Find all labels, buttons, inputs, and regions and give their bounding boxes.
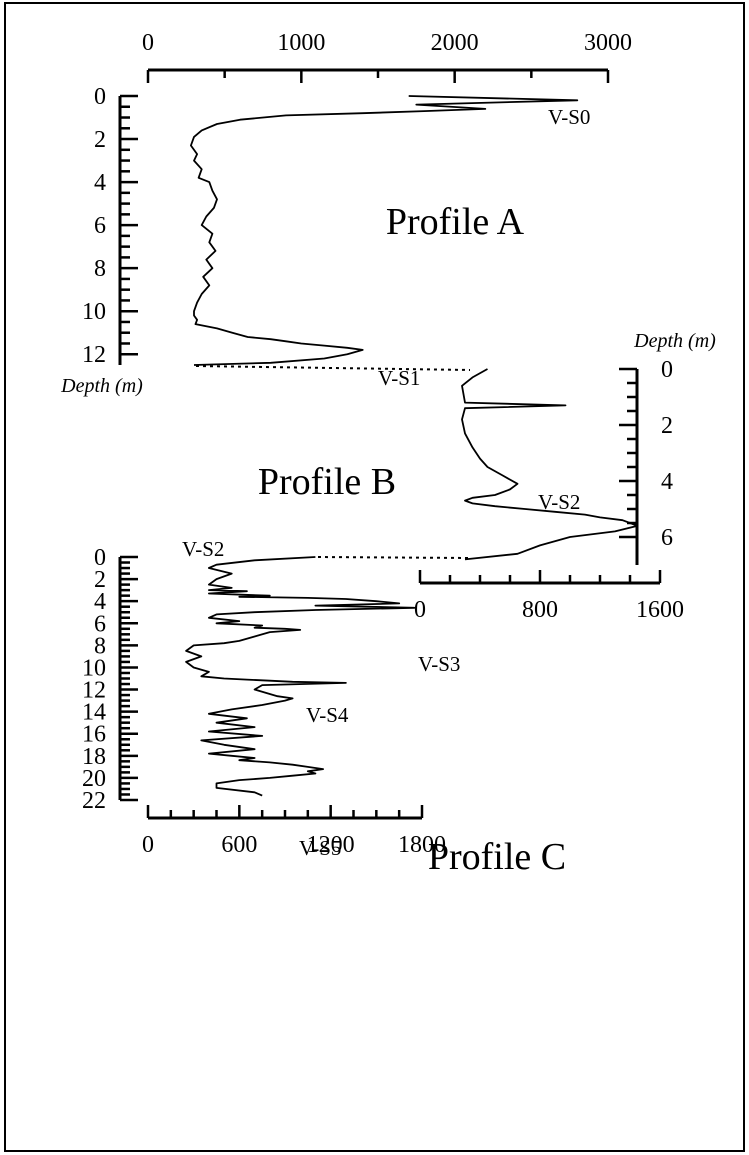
profile-b-x-tick-label: 1600 xyxy=(636,597,684,623)
profile-c-y-axis-title: Depth (m) xyxy=(60,375,143,397)
profile-c-y-tick-label: 8 xyxy=(94,633,106,659)
profile-c-annotation: V-S4 xyxy=(306,703,349,727)
figure-frame xyxy=(4,2,745,1152)
profile-c-annotation: V-S2 xyxy=(182,537,224,561)
profile-c-y-tick-label: 14 xyxy=(82,700,106,726)
profile-b-annotation: V-S2 xyxy=(538,490,580,514)
profile-a-y-tick-label: 10 xyxy=(82,299,106,325)
profile-a-x-tick-label: 3000 xyxy=(584,30,632,56)
profile-a-label: Profile A xyxy=(386,201,525,243)
profile-c-y-tick-label: 2 xyxy=(94,567,106,593)
profile-c-x-tick-label: 1800 xyxy=(398,832,446,858)
profile-a-y-tick-label: 6 xyxy=(94,213,106,239)
profile-c-x-tick-label: 1200 xyxy=(307,832,355,858)
profile-b-y-tick-label: 6 xyxy=(661,525,673,551)
profile-b-x-tick-label: 0 xyxy=(414,597,426,623)
profile-a-y-tick-label: 4 xyxy=(94,170,106,196)
profile-c-y-tick-label: 10 xyxy=(82,655,106,681)
profile-b-label: Profile B xyxy=(258,461,396,503)
profile-c-y-tick-label: 6 xyxy=(94,611,106,637)
profile-a-y-tick-label: 2 xyxy=(94,127,106,153)
profile-a-x-tick-label: 2000 xyxy=(431,30,479,56)
profile-c-y-tick-label: 22 xyxy=(82,788,106,814)
profile-b-y-tick-label: 4 xyxy=(661,469,673,495)
profile-c-y-tick-label: 16 xyxy=(82,722,106,748)
profile-c-x-tick-label: 0 xyxy=(142,832,154,858)
connector-a-to-b xyxy=(195,365,471,371)
profile-b-y-tick-label: 0 xyxy=(661,357,673,383)
profile-c-annotation: V-S3 xyxy=(418,652,460,676)
profile-a-y-tick-label: 8 xyxy=(94,256,106,282)
profile-a-trace xyxy=(189,95,579,366)
profile-c-y-tick-label: 20 xyxy=(82,766,106,792)
profile-a-x-tick-label: 0 xyxy=(142,30,154,56)
profile-c-x-tick-label: 600 xyxy=(221,832,257,858)
profile-c-y-tick-label: 0 xyxy=(94,545,106,571)
profile-a-y-tick-label: 0 xyxy=(94,84,106,110)
profile-c-y-tick-label: 12 xyxy=(82,678,106,704)
profile-a-annotation: V-S0 xyxy=(548,105,590,129)
profile-c-annotation: V-S5 xyxy=(299,836,341,860)
profile-a-y-tick-label: 12 xyxy=(82,342,106,368)
profile-c-y-tick-label: 4 xyxy=(94,589,106,615)
profile-c-y-tick-label: 18 xyxy=(82,744,106,770)
profile-c-label: Profile C xyxy=(428,836,566,878)
profile-c-trace xyxy=(185,556,416,797)
profile-b-y-tick-label: 2 xyxy=(661,413,673,439)
connector-b-to-c xyxy=(317,556,471,559)
profile-b-trace xyxy=(461,368,639,561)
profile-b-x-tick-label: 800 xyxy=(522,597,558,623)
profile-a-x-tick-label: 1000 xyxy=(277,30,325,56)
profile-b-y-axis-title: Depth (m) xyxy=(633,330,716,352)
